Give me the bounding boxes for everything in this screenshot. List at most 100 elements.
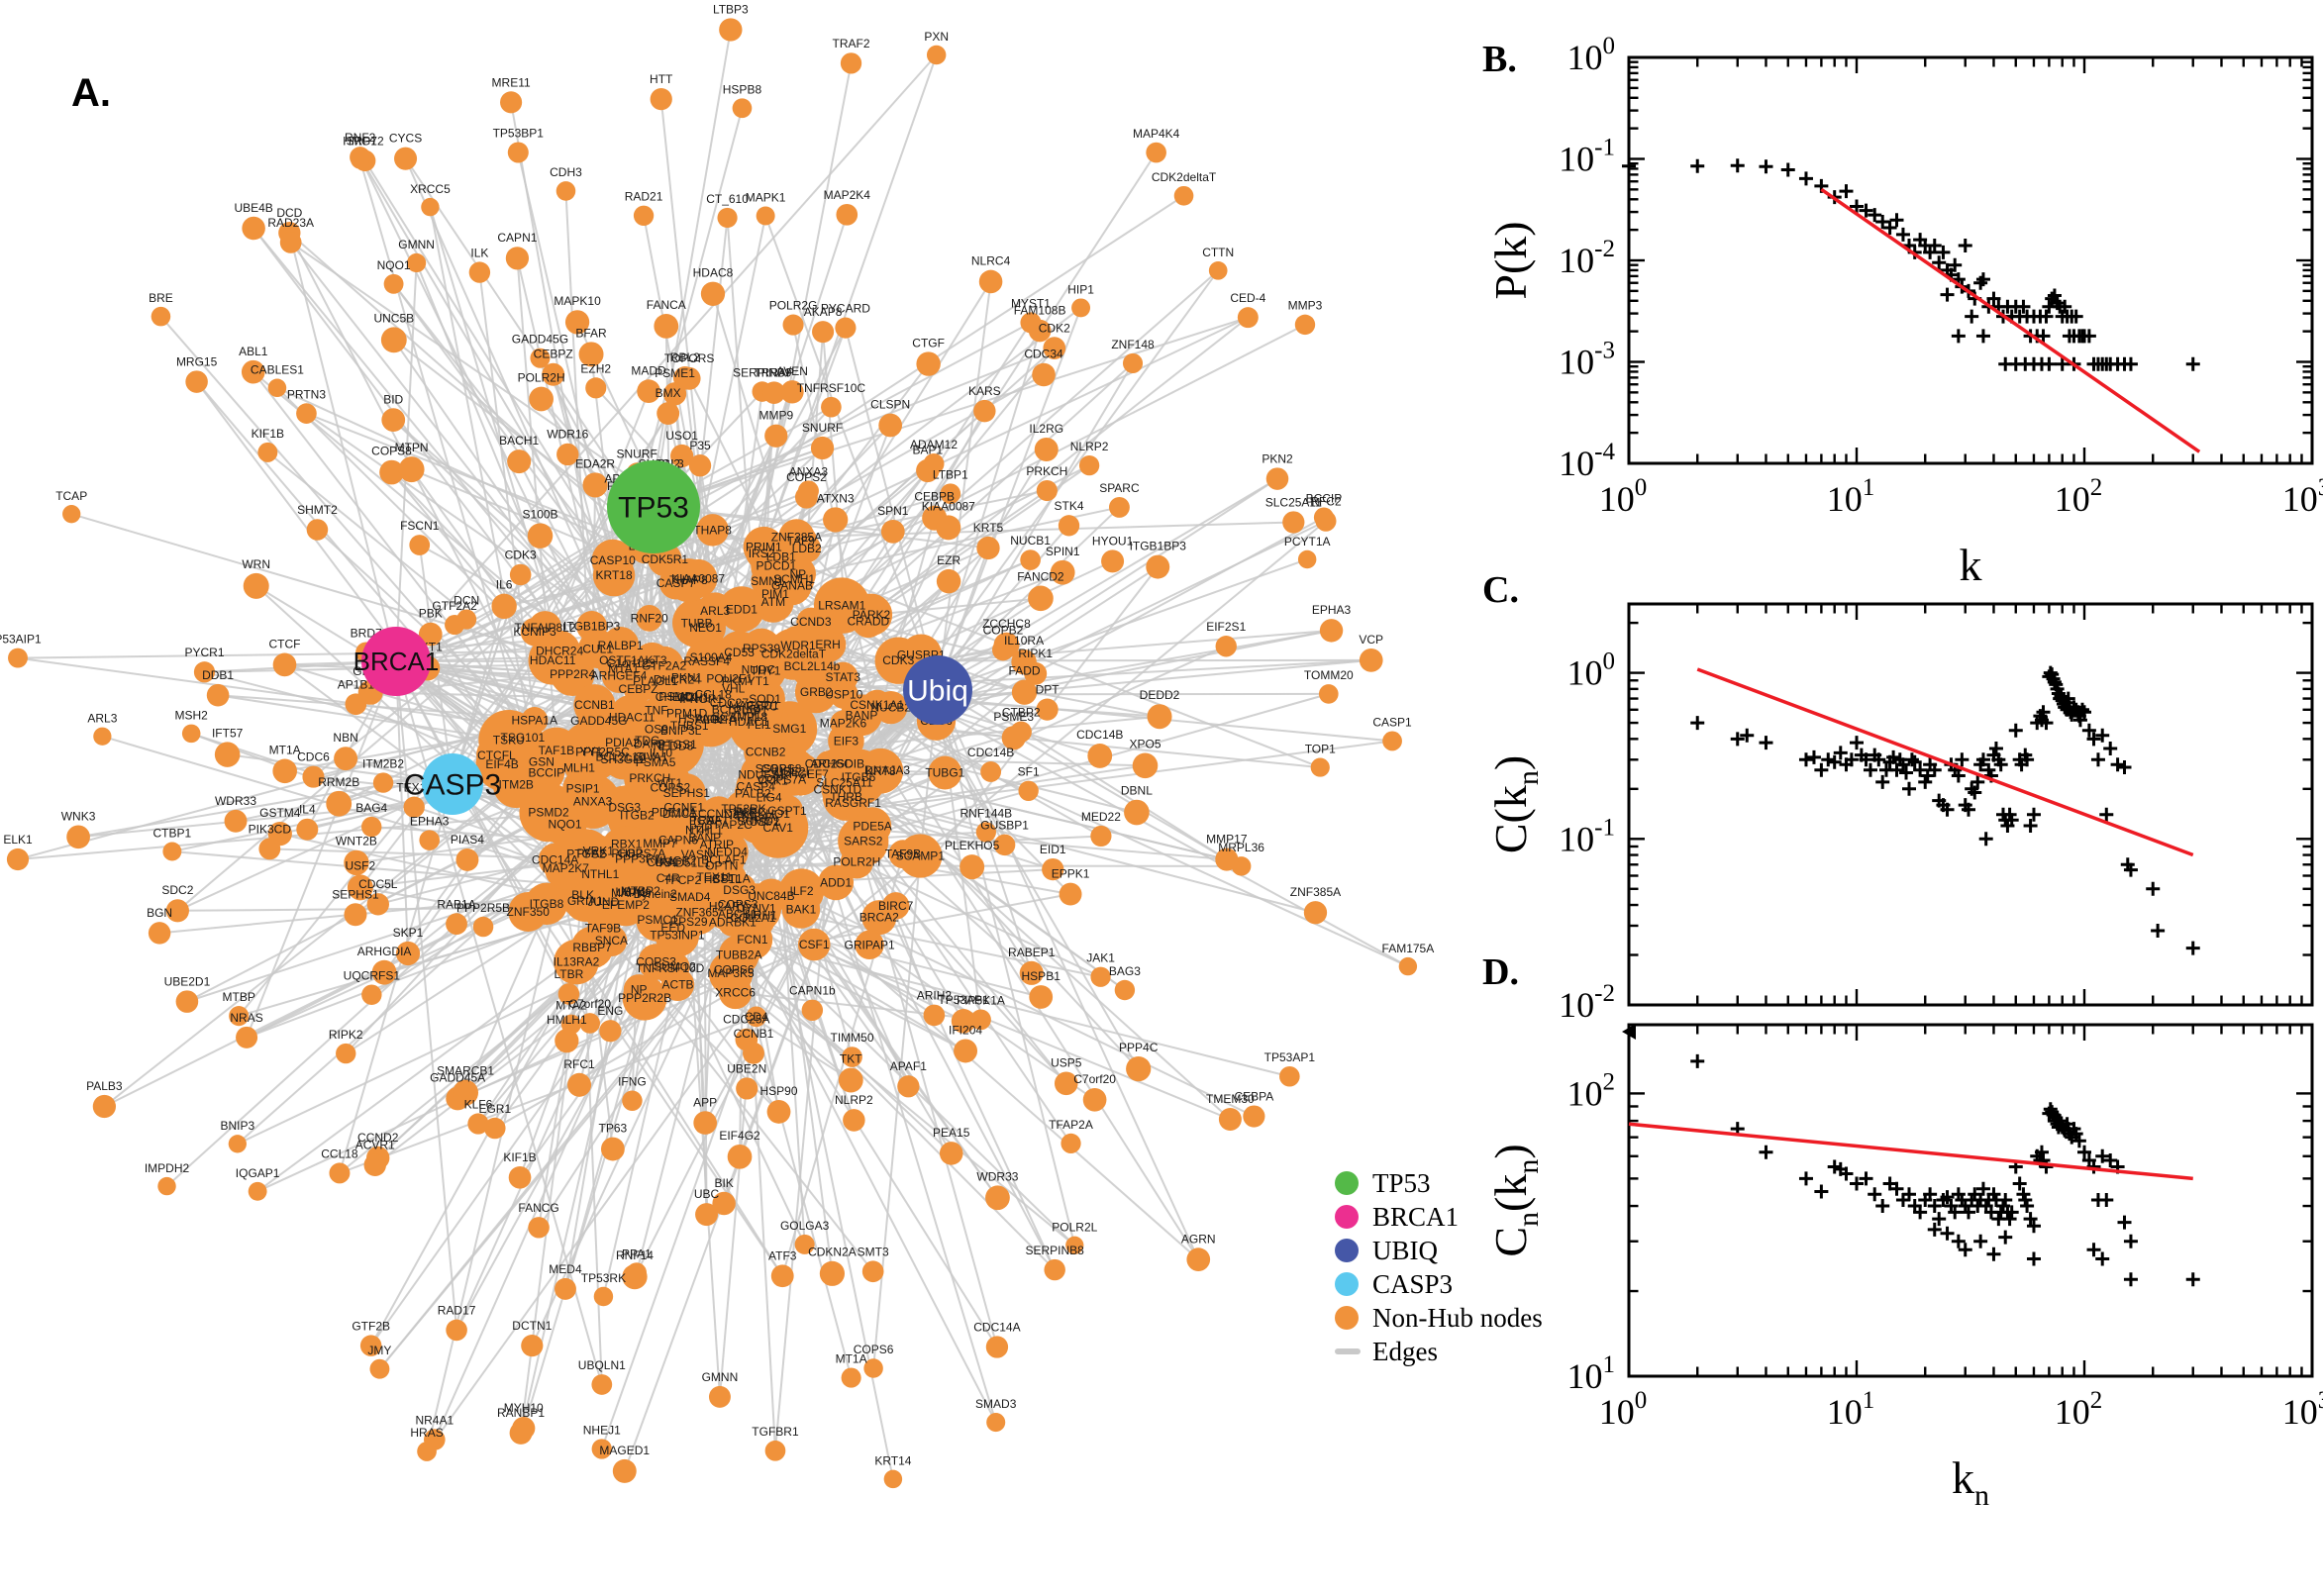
network-node-label: COPS8: [371, 445, 412, 458]
network-node-label: WDR33: [215, 794, 256, 808]
network-node: [1090, 966, 1111, 987]
network-node-label: CDK2deltaT: [761, 648, 827, 661]
network-node: [878, 413, 903, 438]
network-node: [175, 990, 199, 1013]
panel-label-b: B.: [1482, 39, 1517, 80]
network-node-label: USF2: [750, 815, 780, 829]
network-node-label: BCCIP: [528, 766, 564, 780]
network-node: [455, 848, 479, 871]
network-node: [383, 273, 404, 294]
network-node: [582, 472, 608, 498]
network-edge: [762, 316, 1249, 549]
network-node: [951, 1009, 976, 1034]
network-edge: [600, 714, 862, 1449]
tick-label: 102: [2055, 1387, 2103, 1432]
legend-label: BRCA1: [1372, 1202, 1460, 1232]
network-node: [582, 856, 618, 892]
legend-item-nonhub: Non-Hub nodes: [1335, 1301, 1543, 1335]
network-node: [923, 1004, 946, 1027]
network-node: [696, 677, 731, 712]
network-node: [1132, 752, 1159, 779]
network-node: [272, 758, 297, 784]
network-node: [1186, 1247, 1211, 1271]
network-node: [379, 459, 404, 485]
network-node: [351, 150, 370, 169]
network-node-label: ZNF385A: [1290, 885, 1341, 899]
network-node: [756, 206, 775, 226]
network-node: [794, 1234, 815, 1254]
network-node-label: POLR2H: [518, 371, 565, 385]
network-edge: [860, 714, 1409, 968]
network-node: [500, 91, 523, 114]
network-node: [677, 366, 701, 390]
network-node: [555, 1029, 579, 1053]
tp53-swatch-icon: [1335, 1171, 1359, 1195]
network-node: [622, 1090, 643, 1111]
network-node: [928, 755, 962, 790]
network-node: [970, 1009, 991, 1031]
network-node: [960, 854, 985, 880]
network-node: [1279, 1065, 1300, 1087]
network-node-label: PCNA: [689, 814, 722, 828]
network-edge: [937, 689, 1076, 1247]
network-node: [93, 727, 112, 746]
network-node: [1101, 549, 1125, 573]
network-node: [344, 849, 369, 876]
plot-frame: [1627, 55, 2314, 465]
network-node: [380, 327, 407, 353]
network-node: [600, 1137, 625, 1161]
network-edge: [844, 327, 939, 691]
network-node-label: CDC14B: [1076, 728, 1123, 742]
network-edge: [538, 704, 878, 1229]
network-node: [556, 443, 579, 466]
network-node: [1237, 307, 1259, 329]
network-node: [583, 733, 622, 771]
network-node-label: MAGED1: [729, 698, 779, 712]
network-node: [654, 313, 679, 339]
network-edge: [713, 876, 997, 1424]
network-node: [1108, 496, 1130, 518]
network-node: [419, 830, 440, 850]
network-node: [185, 370, 208, 393]
network-node-label: GMNN: [398, 238, 435, 251]
tick-label: 100: [1567, 33, 1616, 77]
network-node-label: TAF9: [787, 534, 816, 548]
network-node: [579, 1013, 601, 1034]
network-node: [1319, 619, 1344, 643]
network-edge: [935, 720, 1140, 1070]
network-node-label: COPS6: [714, 963, 755, 977]
network-edge: [845, 796, 998, 1347]
network-node: [797, 928, 831, 961]
network-node-label: SMN1: [751, 574, 784, 588]
network-node: [418, 622, 443, 647]
network-node-label: HDAC11: [530, 653, 576, 667]
network-node-label: CEBPZ: [619, 682, 658, 696]
x-axis-label: kn: [1952, 1452, 1989, 1512]
network-node-label: SLC25A11: [1265, 495, 1322, 509]
network-node-label: CTBP1: [153, 827, 192, 841]
legend-item-tp53: TP53: [1335, 1166, 1543, 1200]
network-node: [801, 999, 824, 1022]
network-edge: [395, 53, 938, 662]
network-node: [272, 652, 297, 677]
tick-label: 10-1: [1559, 814, 1615, 858]
tick-label: 100: [1567, 648, 1616, 693]
network-node: [453, 1079, 479, 1106]
network-node: [542, 362, 565, 386]
network-node: [736, 1077, 758, 1100]
network-node-label: COPS7A: [618, 847, 666, 860]
network-node: [880, 519, 905, 544]
network-node-label: CDC14A: [532, 852, 578, 866]
network-node: [484, 1117, 506, 1140]
network-node: [674, 890, 720, 936]
network-edge: [395, 660, 458, 1331]
network-edge: [246, 660, 397, 1039]
network-node: [529, 386, 554, 412]
network-node: [732, 98, 753, 119]
network-node: [712, 1191, 736, 1216]
network-node: [1071, 298, 1091, 318]
network-node: [1318, 684, 1339, 704]
network-edge: [653, 506, 989, 549]
network-node: [601, 658, 637, 693]
network-node-label: SMARCB1: [437, 1064, 494, 1078]
